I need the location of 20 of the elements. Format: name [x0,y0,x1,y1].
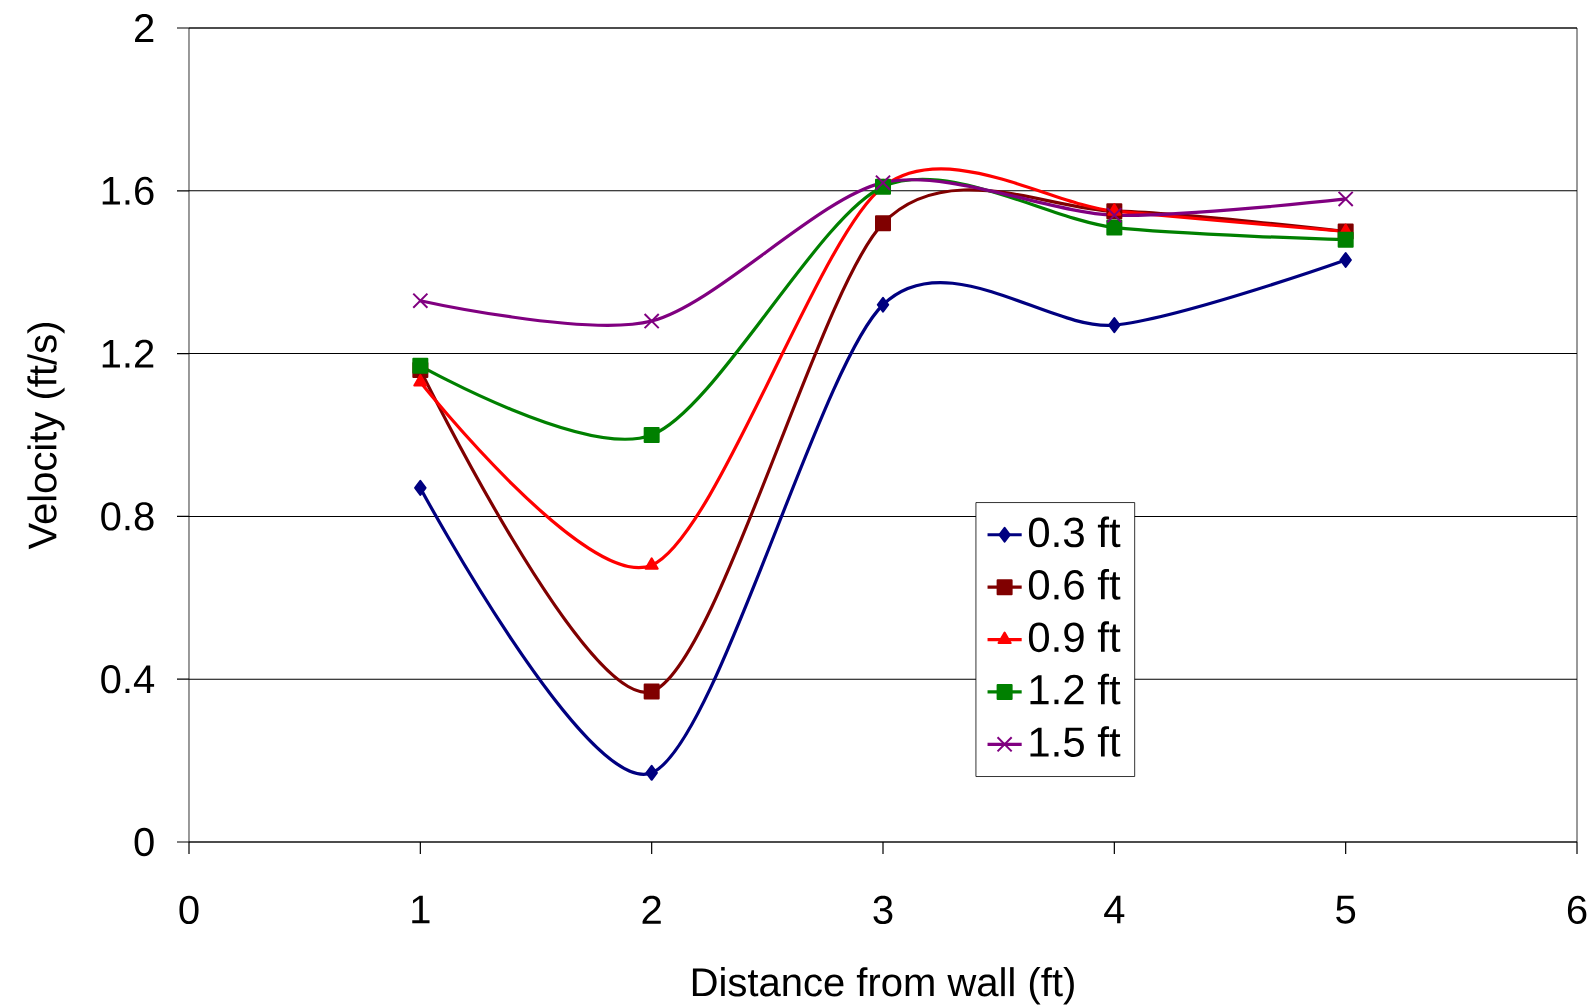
y-tick-label: 0.4 [101,665,155,694]
legend-label: 0.9 ft [1028,621,1121,653]
y-tick-label: 1.6 [102,176,154,205]
y-tick-label: 2 [135,14,154,42]
legend-label: 0.3 ft [1028,516,1121,548]
x-tick-label: 1 [412,895,430,924]
legend-label: 0.6 ft [1028,568,1121,600]
x-tick-label: 3 [873,895,893,925]
legend-label: 1.5 ft [1030,726,1121,757]
y-tick-label: 0.8 [101,502,154,531]
x-tick-label: 2 [642,895,661,924]
x-tick-label: 4 [1104,895,1125,924]
legend-label: 1.2 ft [1030,673,1121,705]
x-tick-label: 0 [179,895,199,925]
x-tick-label: 6 [1567,895,1587,925]
x-axis-title: Distance from wall (ft) [692,967,1074,1005]
y-axis-title: Velocity (ft/s) [27,323,65,550]
y-tick-label: 0 [134,827,154,857]
y-tick-label: 1.2 [102,339,154,368]
x-tick-label: 5 [1336,895,1356,924]
